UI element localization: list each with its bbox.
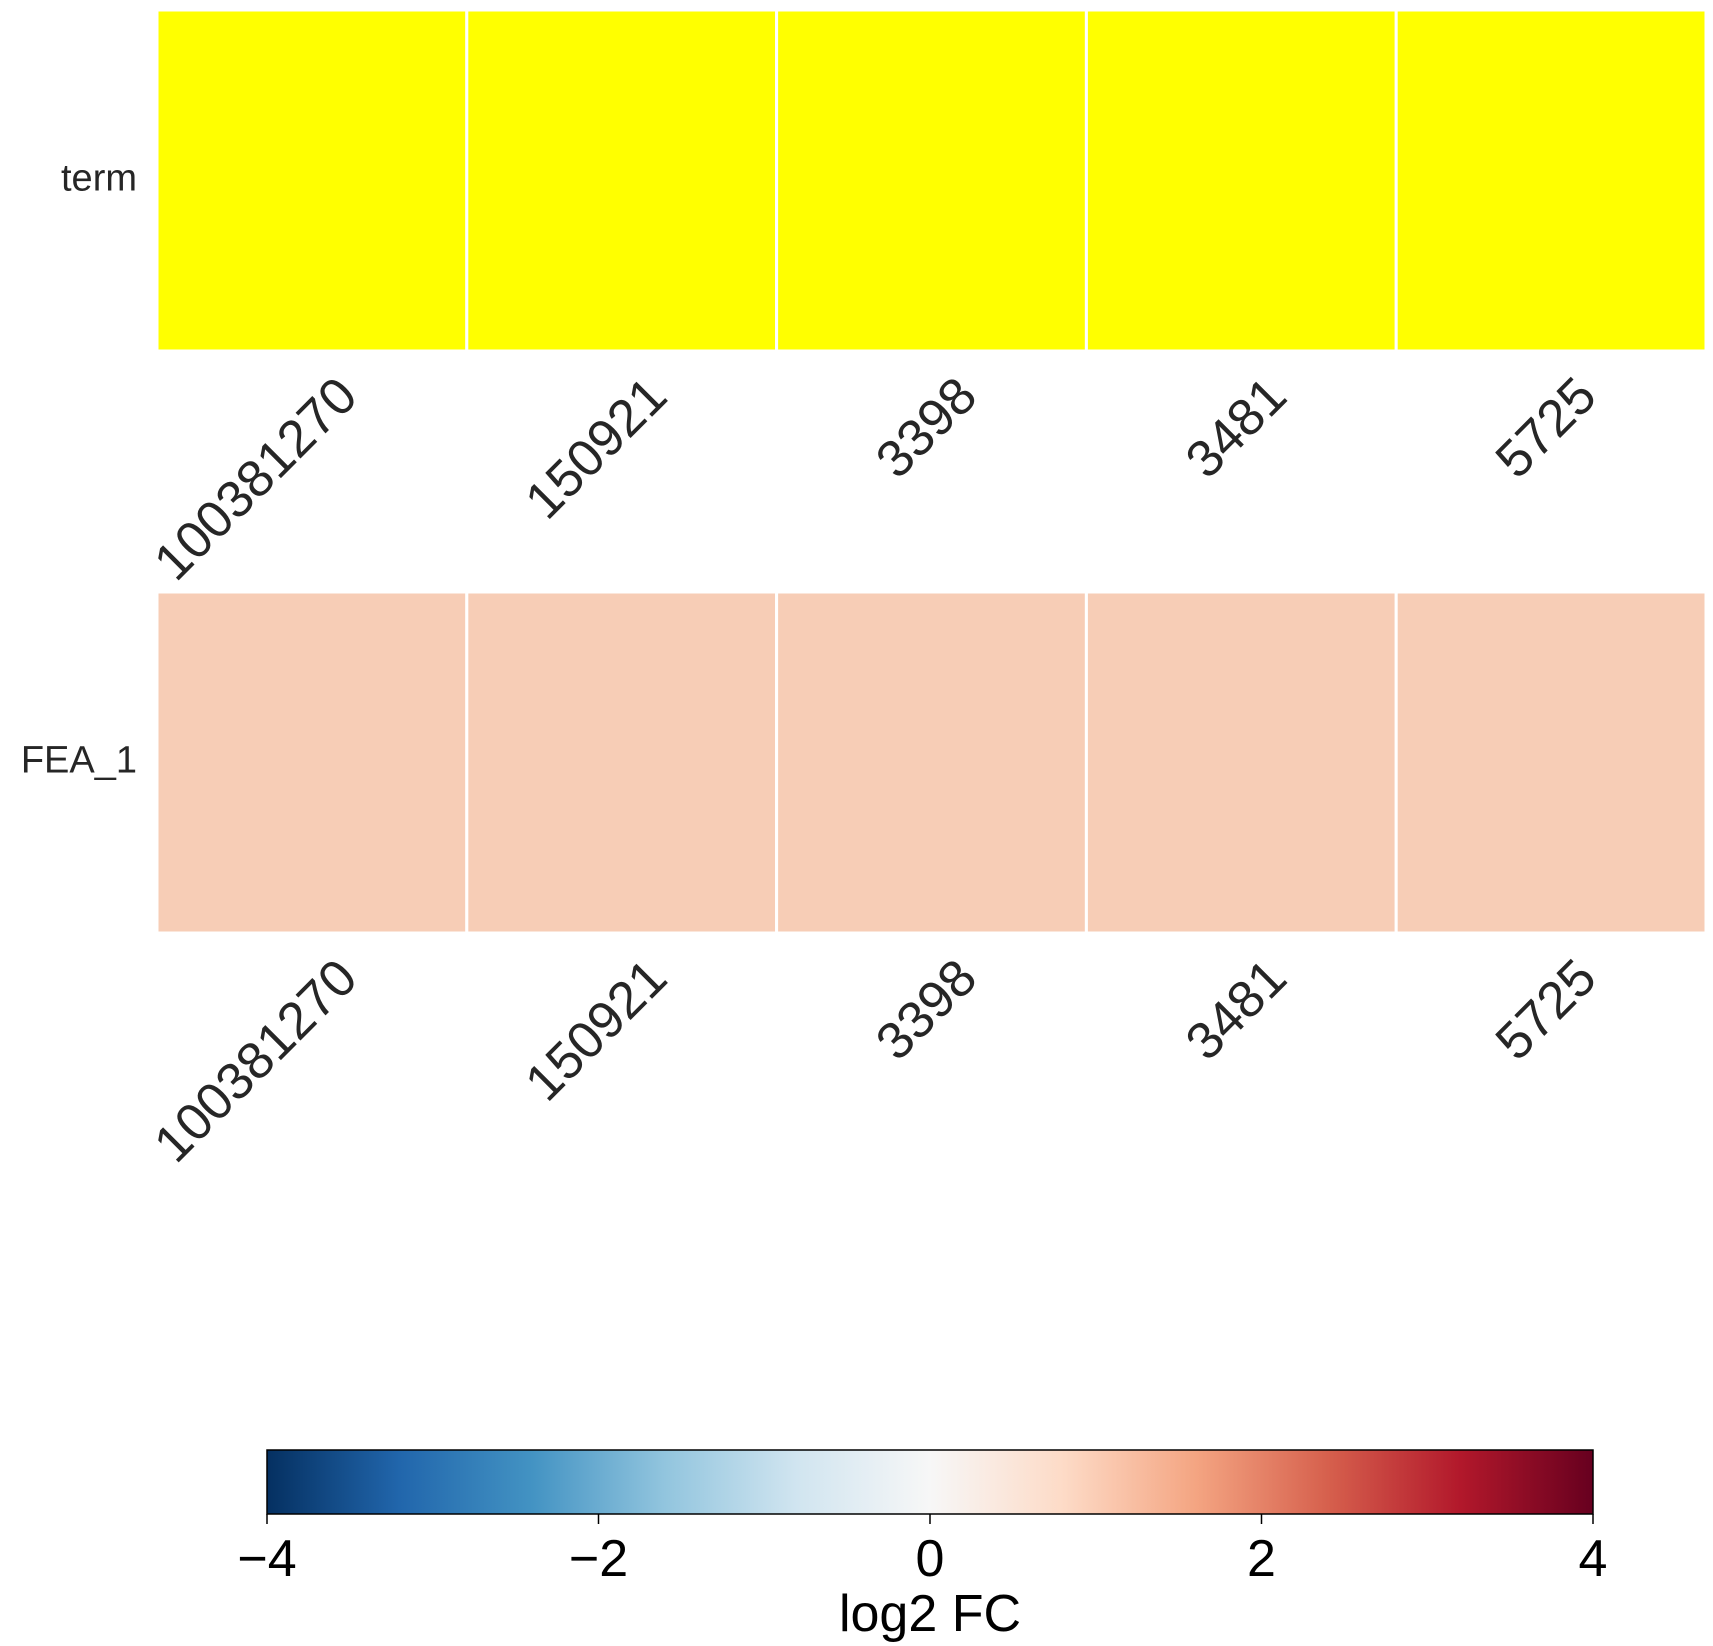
column-tick-label: 150921 <box>514 366 678 530</box>
colorbar-tick-label: −2 <box>569 1530 628 1588</box>
colorbar-tick-label: 4 <box>1579 1530 1608 1588</box>
heatmap-panels: term 100381270 150921 3398 3481 5725 FEA_1 1003… <box>21 8 1708 1174</box>
column-tick-label: 3481 <box>1175 948 1298 1071</box>
row-label: term <box>61 158 137 200</box>
column-tick-label: 150921 <box>514 948 678 1112</box>
column-tick-label: 3398 <box>865 948 988 1071</box>
colorbar-gradient <box>266 1449 1594 1515</box>
heatmap-cell <box>1084 590 1398 935</box>
colorbar-label: log2 FC <box>839 1585 1021 1643</box>
heatmap-panel-term: term 100381270 150921 3398 3481 5725 <box>61 8 1708 592</box>
row-label: FEA_1 <box>21 740 137 782</box>
column-tick-label: 5725 <box>1485 948 1608 1071</box>
column-tick-label: 5725 <box>1485 366 1608 489</box>
colorbar-tick-label: −4 <box>237 1530 296 1588</box>
colorbar-tick-label: 2 <box>1247 1530 1276 1588</box>
heatmap-cell <box>775 590 1088 935</box>
column-tick-label: 100381270 <box>143 366 368 591</box>
heatmap-panel-FEA_1: FEA_1 100381270 150921 3398 3481 5725 <box>21 590 1708 1174</box>
heatmap-cell <box>465 8 779 353</box>
heatmap-cell <box>155 590 469 935</box>
column-tick-label: 3481 <box>1175 366 1298 489</box>
column-tick-label: 100381270 <box>143 948 368 1173</box>
heatmap-cell <box>1394 590 1708 935</box>
heatmap-cell <box>465 590 779 935</box>
heatmap-cell <box>1394 8 1708 353</box>
heatmap-cell <box>155 8 469 353</box>
heatmap-cell <box>775 8 1088 353</box>
colorbar: −4 −2 0 2 4 log2 FC <box>237 1449 1608 1643</box>
colorbar-tick-label: 0 <box>916 1530 945 1588</box>
column-tick-label: 3398 <box>865 366 988 489</box>
heatmap-cell <box>1084 8 1398 353</box>
